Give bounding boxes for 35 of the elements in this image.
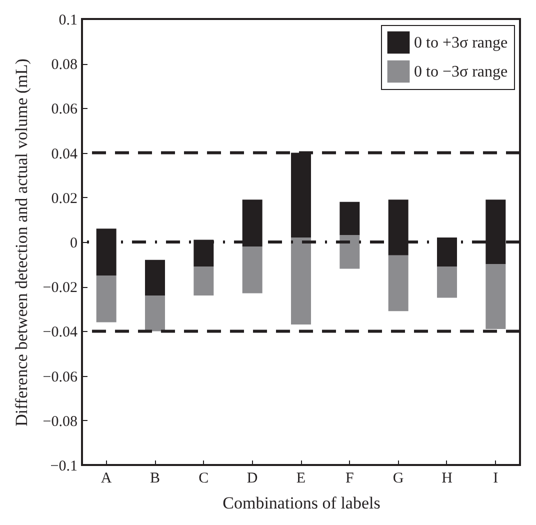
x-tick-label: B	[150, 470, 160, 486]
y-axis-title: Difference between detection and actual volume (mL)	[12, 58, 31, 426]
bar	[340, 235, 360, 269]
y-tick-label: 0.02	[51, 190, 78, 207]
bar	[145, 260, 165, 296]
y-tick-label: −0.02	[42, 280, 78, 296]
x-tick-label: I	[493, 470, 498, 486]
x-tick-label: F	[345, 470, 354, 486]
bar	[388, 255, 408, 312]
bar	[437, 266, 457, 298]
legend-label: 0 to +3σ range	[414, 34, 508, 52]
bar	[194, 266, 214, 296]
x-tick-label: A	[100, 470, 112, 486]
y-tick-label: 0.06	[51, 102, 78, 118]
y-tick-label: 0	[70, 236, 78, 252]
x-tick-label: D	[246, 470, 258, 486]
bar	[145, 296, 165, 332]
x-tick-label: G	[392, 470, 404, 486]
x-tick-label: E	[296, 470, 306, 486]
bar	[242, 246, 262, 294]
legend-label: 0 to −3σ range	[414, 64, 508, 80]
y-tick-label: −0.08	[42, 414, 78, 430]
bar	[486, 264, 506, 329]
y-tick-label: 0.04	[51, 146, 78, 162]
bar	[96, 275, 116, 322]
y-tick-label: −0.1	[50, 458, 78, 474]
y-tick-label: 0.1	[58, 12, 78, 28]
bar	[291, 238, 311, 325]
x-tick-label: H	[442, 470, 453, 486]
y-tick-label: −0.04	[42, 324, 78, 341]
y-tick-label: −0.06	[42, 369, 78, 386]
x-tick-label: C	[198, 470, 209, 486]
y-tick-label: 0.08	[51, 57, 78, 74]
x-axis-title: Combinations of labels	[222, 494, 380, 512]
bar	[340, 202, 360, 236]
